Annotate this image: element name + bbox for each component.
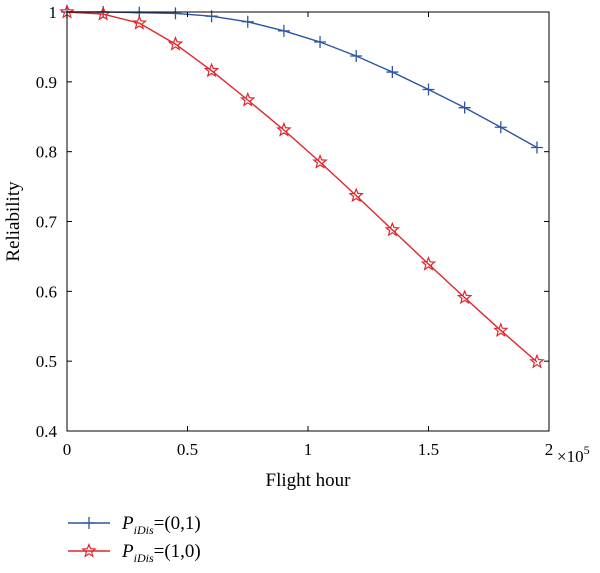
y-tick-label: 0.5 (36, 352, 57, 371)
x-tick-label: 1.5 (418, 440, 439, 459)
data-point-plus (530, 141, 543, 154)
data-point-plus (241, 15, 254, 28)
legend-label-value: =(0,1) (154, 513, 201, 534)
legend: PiDis=(0,1)PiDis=(1,0) (68, 513, 201, 565)
data-point-plus (277, 24, 290, 37)
x-axis-title: Flight hour (266, 470, 352, 491)
data-point-star (456, 289, 473, 305)
legend-item-1: PiDis=(0,1) (68, 513, 201, 537)
axes-layer: 0 0.5 1 1.5 2 0.4 0.5 0.6 0.7 0.8 0.9 1 (36, 3, 554, 459)
data-point-plus (350, 49, 363, 62)
plot-background (67, 12, 549, 431)
x-tick-label: 0 (63, 440, 72, 459)
legend-label-main: P (121, 513, 134, 534)
data-point-star (203, 62, 220, 78)
y-tick-label: 0.8 (36, 143, 57, 162)
x-axis-exponent-power: 5 (584, 443, 590, 457)
legend-item-2: PiDis=(1,0) (68, 541, 201, 565)
legend-marker-star (81, 542, 97, 558)
y-axis-title: Reliability (3, 181, 24, 262)
legend-label: PiDis=(1,0) (121, 541, 201, 565)
y-tick-label: 1 (49, 3, 58, 22)
plot-area (67, 12, 549, 431)
y-tick-label: 0.7 (36, 213, 58, 232)
data-point-star (348, 187, 364, 203)
data-point-plus (422, 83, 435, 96)
data-point-star (384, 221, 401, 237)
data-point-star (529, 353, 545, 369)
x-tick-label: 0.5 (177, 440, 198, 459)
data-point-star (239, 91, 256, 107)
data-point-star (276, 121, 292, 137)
data-point-star (167, 35, 184, 51)
legend-label: PiDis=(0,1) (121, 513, 201, 537)
data-point-star (312, 153, 328, 169)
data-point-plus (386, 66, 399, 79)
data-point-plus (494, 121, 507, 134)
x-axis-exponent-base: ×10 (557, 447, 584, 466)
y-tick-label: 0.9 (36, 73, 57, 92)
y-tick-label: 0.4 (36, 422, 58, 441)
legend-label-sub: iDis (134, 523, 154, 537)
x-axis-exponent: ×105 (557, 443, 590, 466)
legend-label-value: =(1,0) (154, 541, 201, 562)
data-point-star (131, 15, 148, 30)
data-point-star (493, 322, 509, 338)
x-tick-label: 2 (545, 440, 554, 459)
series-layer (59, 3, 545, 369)
series-line-1 (67, 11, 538, 149)
x-tick-label: 1 (304, 440, 313, 459)
data-point-plus (314, 36, 327, 49)
series-line-2 (66, 11, 538, 363)
data-point-plus (169, 7, 182, 20)
legend-label-main: P (121, 541, 134, 562)
legend-label-sub: iDis (134, 551, 154, 565)
data-point-plus (458, 101, 471, 114)
legend-marker-plus (83, 517, 95, 529)
y-tick-label: 0.6 (36, 282, 57, 301)
data-point-star (420, 255, 437, 271)
